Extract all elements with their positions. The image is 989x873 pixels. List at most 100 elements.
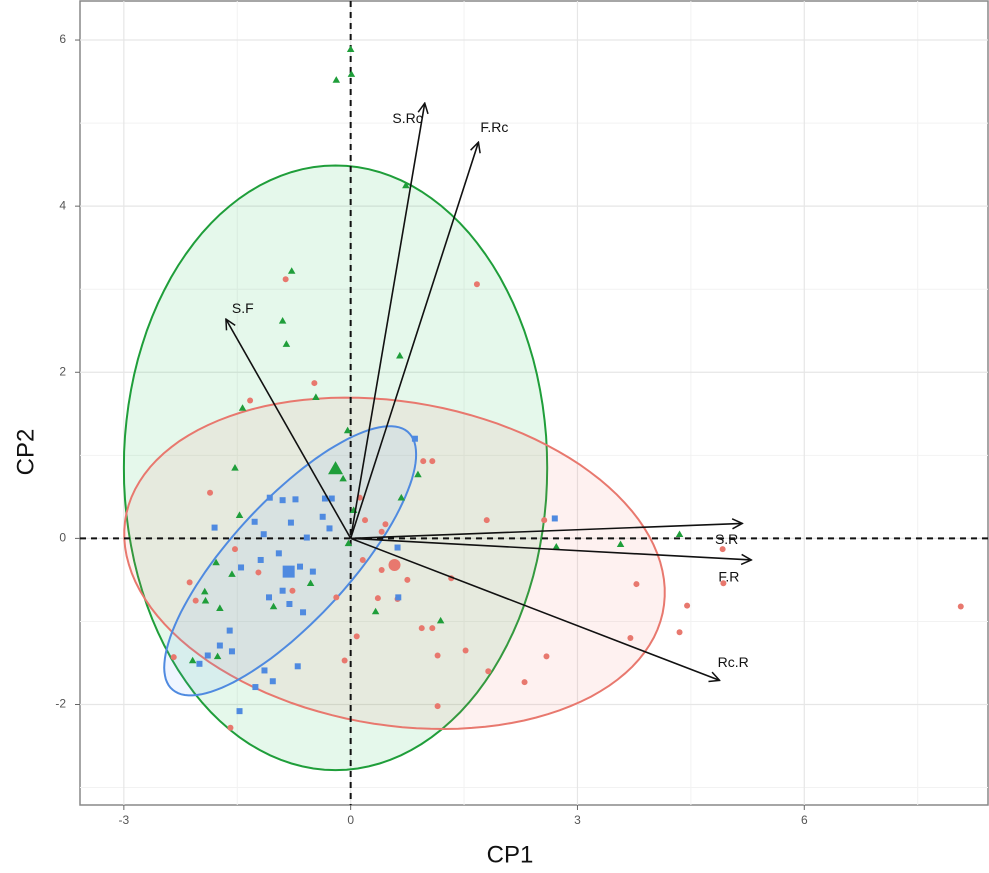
point <box>676 629 683 636</box>
point <box>378 528 385 535</box>
point <box>346 45 355 52</box>
point <box>543 653 550 660</box>
point <box>269 678 276 685</box>
y-tick-label: 2 <box>59 364 66 378</box>
point <box>287 519 294 526</box>
point <box>255 569 262 576</box>
point <box>429 458 436 465</box>
point <box>347 70 356 77</box>
point <box>339 474 347 482</box>
point <box>353 633 360 640</box>
point <box>212 558 220 566</box>
point <box>333 594 340 601</box>
point <box>186 579 193 586</box>
point <box>170 654 177 661</box>
point <box>719 546 726 553</box>
point <box>303 534 310 541</box>
point <box>420 458 427 465</box>
point <box>473 281 480 288</box>
point <box>462 647 469 654</box>
point <box>278 317 287 324</box>
point <box>344 539 353 547</box>
point <box>551 515 558 522</box>
point <box>397 493 406 501</box>
point <box>289 587 296 594</box>
point <box>485 668 492 675</box>
y-tick-label: 4 <box>59 198 66 212</box>
point <box>282 276 289 283</box>
point <box>404 576 411 583</box>
point <box>238 564 245 571</box>
point <box>196 660 203 667</box>
point <box>260 531 267 538</box>
loading-arrow <box>226 319 352 539</box>
point <box>402 181 410 189</box>
centroid <box>388 558 401 571</box>
point <box>251 518 258 525</box>
loading-label: Rc.R <box>718 654 749 670</box>
x-tick-label: 3 <box>574 813 581 827</box>
y-tick-label: -2 <box>55 697 66 711</box>
point <box>434 652 441 659</box>
point <box>311 380 318 387</box>
point <box>633 581 640 588</box>
point <box>382 521 389 528</box>
point <box>720 580 727 587</box>
point <box>396 351 404 359</box>
point <box>279 587 286 594</box>
point <box>319 513 326 520</box>
point <box>207 489 214 496</box>
point <box>297 563 304 570</box>
point <box>216 604 224 611</box>
loading-label: S.R <box>715 531 738 547</box>
loading-arrow <box>350 523 743 540</box>
loading-arrow <box>349 103 425 539</box>
point <box>294 663 301 670</box>
x-tick-label: 6 <box>801 813 808 827</box>
point <box>252 684 259 691</box>
point <box>326 525 333 532</box>
point <box>328 495 335 502</box>
point <box>238 404 247 411</box>
point <box>362 517 369 524</box>
point <box>418 625 425 632</box>
point <box>228 570 236 577</box>
point <box>201 596 210 604</box>
point <box>429 625 436 632</box>
point <box>292 496 299 503</box>
point <box>236 708 243 715</box>
point <box>411 435 418 442</box>
y-tick-label: 0 <box>59 531 66 545</box>
point <box>341 657 348 664</box>
x-axis-label: CP1 <box>487 841 534 868</box>
point <box>414 470 422 478</box>
point <box>192 597 199 604</box>
y-axis-label: CP2 <box>12 429 39 476</box>
loading-arrow <box>350 537 720 680</box>
point <box>395 594 402 601</box>
point <box>552 542 561 550</box>
point <box>306 579 315 587</box>
point <box>332 76 341 83</box>
point <box>286 601 293 607</box>
point <box>247 397 254 404</box>
point <box>211 524 218 531</box>
point <box>312 393 320 400</box>
point <box>371 607 380 615</box>
centroid <box>328 461 344 475</box>
point <box>436 616 445 624</box>
point <box>434 703 441 710</box>
point <box>378 566 385 573</box>
y-tick-label: 6 <box>59 32 66 46</box>
centroid <box>282 565 295 578</box>
point <box>200 587 209 595</box>
point <box>287 267 296 274</box>
point <box>226 627 233 634</box>
point <box>279 497 286 504</box>
point <box>204 652 211 659</box>
x-tick-label: 0 <box>347 813 354 827</box>
loading-label: S.F <box>232 300 254 316</box>
point <box>394 544 401 551</box>
point <box>282 340 291 347</box>
